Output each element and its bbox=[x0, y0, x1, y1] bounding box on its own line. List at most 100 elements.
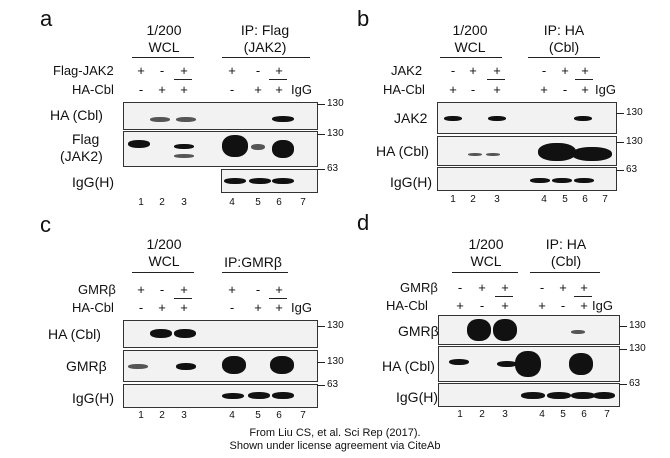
blot-band bbox=[488, 116, 506, 121]
blot-band bbox=[547, 392, 571, 399]
header-underline bbox=[452, 272, 518, 273]
blot-band bbox=[248, 392, 270, 399]
condition-sign: + bbox=[501, 280, 509, 295]
wcl-header: 1/200 WCL bbox=[146, 236, 182, 269]
condition-label: HA-Cbl bbox=[383, 82, 425, 97]
lane-number: 7 bbox=[300, 197, 306, 208]
mw-marker: 63 bbox=[327, 379, 339, 390]
lane-number: 5 bbox=[560, 409, 566, 420]
mw-tick bbox=[317, 169, 325, 170]
blot-band bbox=[497, 361, 517, 367]
lane-number: 5 bbox=[255, 410, 261, 421]
blot-strip bbox=[437, 167, 617, 191]
blot-band bbox=[176, 363, 196, 370]
blot-band bbox=[174, 329, 196, 338]
condition-sign: + bbox=[580, 280, 588, 295]
blot-band bbox=[569, 353, 593, 375]
lane-number: 5 bbox=[562, 194, 568, 205]
condition-sign: - bbox=[560, 298, 566, 313]
blot-band bbox=[150, 329, 172, 338]
blot-label: GMRβ bbox=[398, 323, 439, 339]
blot-label: IgG(H) bbox=[390, 174, 432, 190]
lane-number: 4 bbox=[541, 194, 547, 205]
ip-header: IP: HA (Cbl) bbox=[545, 236, 587, 269]
condition-sign: + bbox=[180, 82, 188, 97]
sign-underline bbox=[487, 79, 505, 80]
condition-sign: + bbox=[581, 82, 589, 97]
lane-number: 1 bbox=[138, 197, 144, 208]
ip-header: IP: HA (Cbl) bbox=[543, 22, 585, 55]
condition-sign: + bbox=[158, 300, 166, 315]
ip-header: IP:GMRβ bbox=[224, 254, 282, 270]
blot-band bbox=[574, 178, 594, 183]
lane-number: 3 bbox=[181, 410, 187, 421]
lane-number: 7 bbox=[602, 194, 608, 205]
blot-label: IgG(H) bbox=[72, 390, 114, 406]
lane-number: 2 bbox=[159, 197, 165, 208]
condition-label: HA-Cbl bbox=[72, 300, 114, 315]
blot-strip bbox=[437, 136, 617, 166]
condition-sign: - bbox=[539, 280, 545, 295]
sign-underline bbox=[574, 296, 592, 297]
lane-number: 4 bbox=[539, 409, 545, 420]
condition-sign: - bbox=[229, 300, 235, 315]
blot-strip bbox=[438, 315, 620, 345]
condition-sign: + bbox=[180, 300, 188, 315]
header-underline bbox=[222, 272, 288, 273]
igg-label: IgG bbox=[595, 82, 616, 97]
blot-band bbox=[552, 178, 572, 183]
blot-label: HA (Cbl) bbox=[376, 143, 429, 159]
blot-band bbox=[272, 178, 294, 184]
condition-sign: + bbox=[254, 300, 262, 315]
mw-marker: 130 bbox=[629, 343, 646, 354]
blot-band bbox=[222, 393, 244, 399]
igg-label: IgG bbox=[291, 82, 312, 97]
lane-number: 6 bbox=[276, 197, 282, 208]
condition-label: HA-Cbl bbox=[72, 82, 114, 97]
mw-tick bbox=[317, 104, 325, 105]
wcl-header: 1/200 WCL bbox=[452, 22, 488, 55]
mw-marker: 130 bbox=[327, 128, 344, 139]
condition-sign: + bbox=[275, 63, 283, 78]
condition-sign: - bbox=[450, 63, 456, 78]
condition-sign: + bbox=[228, 63, 236, 78]
header-underline bbox=[132, 272, 194, 273]
header-underline bbox=[440, 57, 502, 58]
condition-sign: + bbox=[540, 82, 548, 97]
condition-sign: + bbox=[561, 63, 569, 78]
condition-label: GMRβ bbox=[400, 280, 438, 295]
lane-number: 2 bbox=[159, 410, 165, 421]
condition-sign: - bbox=[562, 82, 568, 97]
condition-sign: + bbox=[275, 282, 283, 297]
condition-label: JAK2 bbox=[391, 63, 423, 78]
condition-sign: + bbox=[456, 298, 464, 313]
credit-line: From Liu CS, et al. Sci Rep (2017). bbox=[249, 427, 421, 439]
mw-tick bbox=[616, 113, 624, 114]
blot-label: HA (Cbl) bbox=[48, 326, 101, 342]
condition-sign: - bbox=[229, 82, 235, 97]
lane-number: 6 bbox=[582, 194, 588, 205]
blot-band bbox=[272, 392, 294, 399]
mw-marker: 63 bbox=[327, 163, 339, 174]
lane-number: 4 bbox=[229, 197, 235, 208]
condition-sign: - bbox=[457, 280, 463, 295]
condition-sign: - bbox=[159, 282, 165, 297]
condition-sign: + bbox=[501, 298, 509, 313]
blot-band bbox=[272, 140, 294, 158]
mw-marker: 63 bbox=[629, 378, 641, 389]
wcl-header: 1/200 WCL bbox=[468, 236, 504, 269]
condition-sign: + bbox=[493, 82, 501, 97]
condition-sign: + bbox=[275, 82, 283, 97]
blot-band bbox=[538, 143, 576, 161]
blot-label: IgG(H) bbox=[72, 174, 114, 190]
blot-band bbox=[150, 117, 170, 122]
blot-band bbox=[174, 154, 194, 158]
panel-letter: c bbox=[40, 212, 51, 237]
lane-number: 3 bbox=[502, 409, 508, 420]
mw-marker: 130 bbox=[327, 356, 344, 367]
condition-sign: - bbox=[138, 300, 144, 315]
ip-header: IP: Flag (JAK2) bbox=[240, 22, 290, 55]
condition-sign: + bbox=[449, 82, 457, 97]
lane-number: 2 bbox=[470, 194, 476, 205]
blot-strip bbox=[123, 131, 318, 167]
